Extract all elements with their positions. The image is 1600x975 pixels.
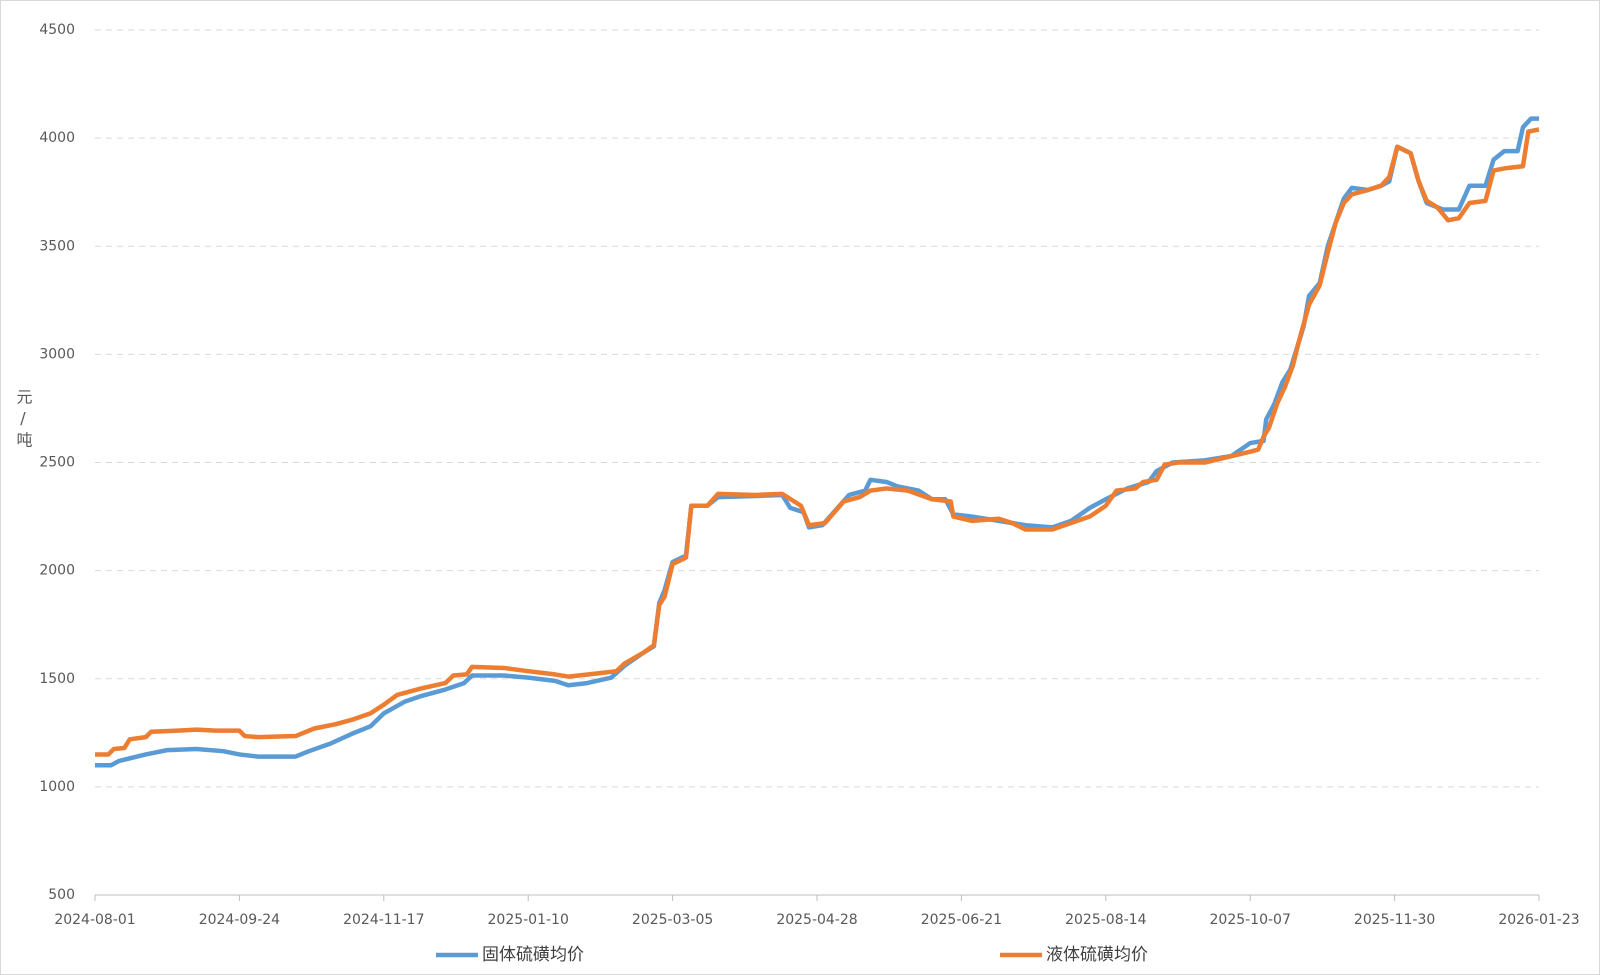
x-tick-label: 2025-10-07 [1210,912,1291,928]
x-tick-label: 2025-03-05 [632,912,713,928]
y-tick-label: 2500 [39,455,75,471]
y-tick-label: 500 [48,887,75,903]
x-tick-label: 2024-08-01 [54,912,135,928]
legend-label: 液体硫磺均价 [1046,945,1148,965]
x-tick-label: 2025-08-14 [1065,912,1146,928]
y-tick-label: 1000 [39,779,75,795]
x-tick-label: 2025-04-28 [776,912,857,928]
y-tick-label: 3500 [39,238,75,254]
y-tick-label: 1500 [39,671,75,687]
y-tick-label: 3000 [39,346,75,362]
x-tick-label: 2024-09-24 [199,912,280,928]
y-axis-label: 元/吨 [14,389,33,452]
x-tick-label: 2025-11-30 [1354,912,1435,928]
x-tick-label: 2024-11-17 [343,912,424,928]
x-tick-label: 2025-01-10 [488,912,569,928]
x-tick-label: 2026-01-23 [1498,912,1579,928]
legend-label: 固体硫磺均价 [482,945,584,965]
legend: 固体硫磺均价 液体硫磺均价 [436,945,1148,965]
y-tick-label: 4000 [39,130,75,146]
x-tick-label: 2025-06-21 [921,912,1002,928]
y-tick-label: 4500 [39,22,75,38]
y-tick-label: 2000 [39,563,75,579]
series-line [95,127,1540,757]
